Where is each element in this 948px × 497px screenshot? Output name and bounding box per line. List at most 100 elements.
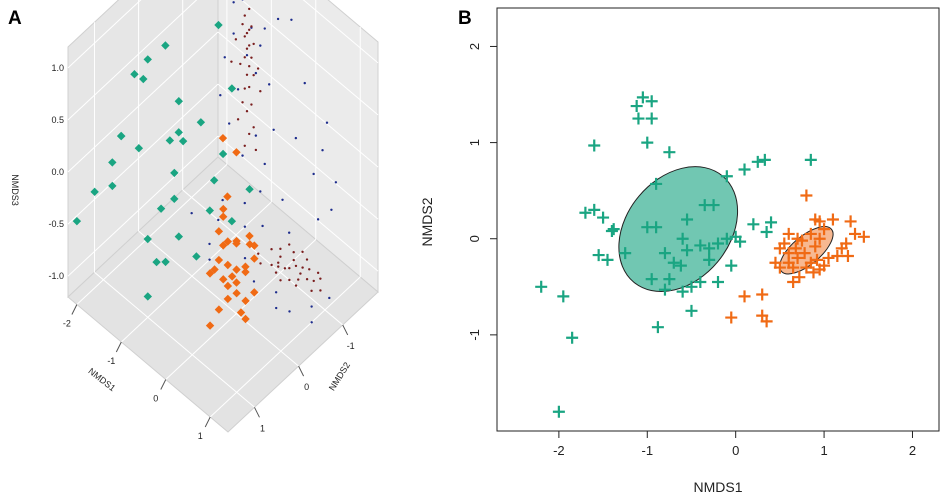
point-group-teal [117,131,126,141]
point-group-teal [650,221,663,234]
y-tick-label: 0 [304,382,309,392]
projection-point-navy [321,149,324,152]
x-tick-label: 2 [909,443,916,458]
point-group-teal [152,257,161,267]
point-group-teal [694,275,707,288]
projection-point-navy [227,122,231,125]
projection-point-navy [303,81,306,85]
x-tick-label: -2 [63,319,71,329]
panel-a-projection-points [190,0,338,324]
point-group-teal [161,257,170,267]
point-group-teal [601,253,614,266]
point-group-orange [831,250,844,263]
point-group-teal [765,216,778,229]
point-group-orange [223,281,233,291]
point-group-orange [787,275,800,288]
projection-point-darkred [259,90,262,93]
projection-point-navy [254,134,258,137]
point-group-teal [108,158,117,167]
projection-point-floor [299,272,302,275]
point-group-orange [800,189,813,202]
point-group-teal [658,247,671,260]
point-group-teal [760,225,773,238]
point-group-orange [760,315,773,328]
point-group-orange [241,262,250,271]
point-group-teal [143,292,153,301]
projection-point-floor [308,268,311,271]
point-group-teal [663,273,676,286]
gridline-z-right [217,83,379,220]
gridline-y-floor [138,230,299,367]
point-group-teal [712,275,724,288]
y-tick-label: -1 [467,329,482,341]
point-group-teal [209,176,219,185]
point-group-teal [645,273,658,286]
projection-point-navy [281,198,284,201]
point-group-teal [134,144,144,153]
projection-point-navy [245,54,249,57]
y-tick-label: 1 [467,139,482,146]
point-group-orange [756,288,769,301]
y-tick-label: 1 [260,423,265,433]
projection-point-darkred [252,42,255,46]
point-group-teal [651,321,664,334]
point-group-orange [214,227,224,236]
point-group-teal [685,280,698,293]
projection-point-floor [283,267,287,270]
point-group-teal [592,249,605,262]
point-group-teal [694,239,707,252]
point-group-teal [196,118,206,127]
projection-point-floor [279,255,282,258]
point-group-teal [747,218,760,231]
point-group-teal [674,259,687,272]
point-group-orange [813,215,826,228]
point-group-teal [108,181,117,191]
projection-point-floor-navy [243,256,247,260]
projection-point-navy [276,17,280,21]
point-group-teal [607,223,620,236]
point-group-orange [232,148,241,157]
z-tick-label: 1.0 [51,63,64,73]
point-group-teal [751,155,764,168]
point-group-teal [170,194,179,204]
y-tick-mark [254,407,260,418]
point-group-teal [72,216,82,226]
projection-point-floor [259,262,262,265]
point-group-teal [139,74,148,84]
projection-point-floor-navy [261,224,264,228]
gridline-z-left [67,0,142,69]
projection-point-navy [241,154,244,157]
projection-point-darkred [248,7,251,11]
point-group-teal [174,96,184,106]
projection-point-floor-navy [310,305,313,308]
point-group-orange [232,236,241,246]
point-group-orange [773,261,786,274]
projection-point-floor-navy [208,242,211,246]
point-group-orange [219,204,228,214]
projection-point-floor-navy [274,291,278,294]
point-group-teal [178,136,188,146]
point-group-teal [552,405,565,418]
panel-b-ellipses [618,166,834,293]
point-group-orange [232,278,241,287]
projection-point-darkred [243,56,246,59]
projection-point-darkred [245,47,249,50]
projection-point-navy [223,56,226,59]
point-group-teal [156,204,166,213]
y-tick-mark [342,324,349,336]
z-tick-label: -0.5 [48,219,64,229]
point-group-teal [681,213,694,226]
point-group-orange [241,267,250,277]
projection-point-floor-navy [328,296,331,300]
point-group-orange [804,256,817,269]
point-group-orange [218,133,228,143]
panel-a-ticks: 1.0 0.5 0.0 -0.5 -1.0 -2 -1 0 1 -1 0 1 [48,63,354,441]
gridline-z-left [67,83,219,225]
point-group-teal [645,112,658,125]
gridline-z-left [67,135,219,277]
projection-point-floor-navy [243,201,246,205]
point-group-orange [811,253,824,266]
projection-point-floor [312,279,315,283]
projection-point-floor [279,247,282,251]
point-group-orange [250,288,259,297]
